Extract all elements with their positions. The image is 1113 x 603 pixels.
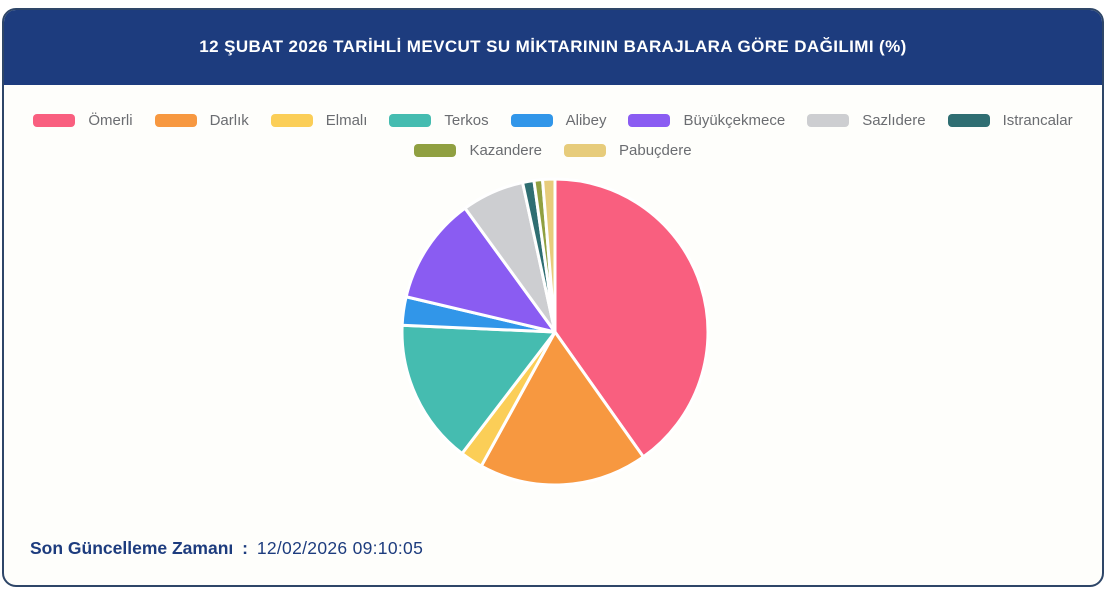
legend-item-kazandere[interactable]: Kazandere (414, 142, 542, 159)
legend-item-alibey[interactable]: Alibey (510, 112, 607, 129)
pie-chart (385, 162, 725, 502)
legend-swatch-darlik (154, 114, 197, 127)
legend-label-omerli: Ömerli (88, 112, 133, 129)
legend-swatch-terkos (389, 114, 432, 127)
legend-row: Ömerli Darlık Elmalı Terkos Alibey Büyükçekme… (33, 112, 1073, 129)
legend-label-terkos: Terkos (444, 112, 489, 129)
pie-chart-svg (400, 177, 710, 487)
legend-item-pabucdere[interactable]: Pabuçdere (564, 142, 692, 159)
chart-card: 12 ŞUBAT 2026 TARİHLİ MEVCUT SU MİKTARIN… (2, 8, 1104, 587)
pie-slice-terkos[interactable] (400, 323, 557, 455)
last-update-value: 12/02/2026 09:10:05 (256, 538, 424, 558)
last-update-separator: : (242, 538, 248, 558)
legend-item-buyukcekmece[interactable]: Büyükçekmece (628, 112, 785, 129)
legend-label-sazlidere: Sazlıdere (862, 112, 926, 129)
legend-swatch-istrancalar (947, 114, 990, 127)
legend-label-kazandere: Kazandere (469, 142, 542, 159)
legend-swatch-omerli (33, 114, 76, 127)
last-update-line: Son Güncelleme Zamanı : 12/02/2026 09:10… (30, 538, 423, 559)
legend-swatch-kazandere (414, 144, 457, 157)
legend-item-terkos[interactable]: Terkos (389, 112, 489, 129)
legend-swatch-buyukcekmece (628, 114, 671, 127)
chart-title: 12 ŞUBAT 2026 TARİHLİ MEVCUT SU MİKTARIN… (199, 36, 907, 56)
legend-swatch-elmali (270, 114, 313, 127)
legend-label-buyukcekmece: Büyükçekmece (683, 112, 786, 129)
legend-swatch-pabucdere (564, 144, 606, 157)
legend-item-elmali[interactable]: Elmalı (270, 112, 368, 129)
last-update-label: Son Güncelleme Zamanı (30, 538, 234, 558)
pie-slice-buyukcekmece[interactable] (404, 206, 557, 334)
legend: Ömerli Darlık Elmalı Terkos Alibey Büyükçekme… (4, 112, 1102, 159)
legend-label-darlik: Darlık (209, 112, 249, 129)
legend-label-istrancalar: Istrancalar (1002, 112, 1073, 129)
legend-item-darlik[interactable]: Darlık (154, 112, 249, 129)
pie-slice-omerli[interactable] (553, 177, 710, 459)
legend-item-sazlidere[interactable]: Sazlıdere (807, 112, 926, 129)
pie-slice-pabucdere[interactable] (541, 177, 557, 334)
legend-item-istrancalar[interactable]: Istrancalar (947, 112, 1073, 129)
legend-label-pabucdere: Pabuçdere (619, 142, 692, 159)
legend-swatch-alibey (510, 114, 553, 127)
legend-label-elmali: Elmalı (325, 112, 368, 129)
legend-item-omerli[interactable]: Ömerli (33, 112, 133, 129)
pie-slice-darlik[interactable] (479, 330, 645, 487)
legend-swatch-sazlidere (807, 114, 850, 127)
legend-label-alibey: Alibey (565, 112, 607, 129)
chart-title-bar: 12 ŞUBAT 2026 TARİHLİ MEVCUT SU MİKTARIN… (4, 10, 1102, 85)
legend-row: Kazandere Pabuçdere (414, 142, 692, 159)
